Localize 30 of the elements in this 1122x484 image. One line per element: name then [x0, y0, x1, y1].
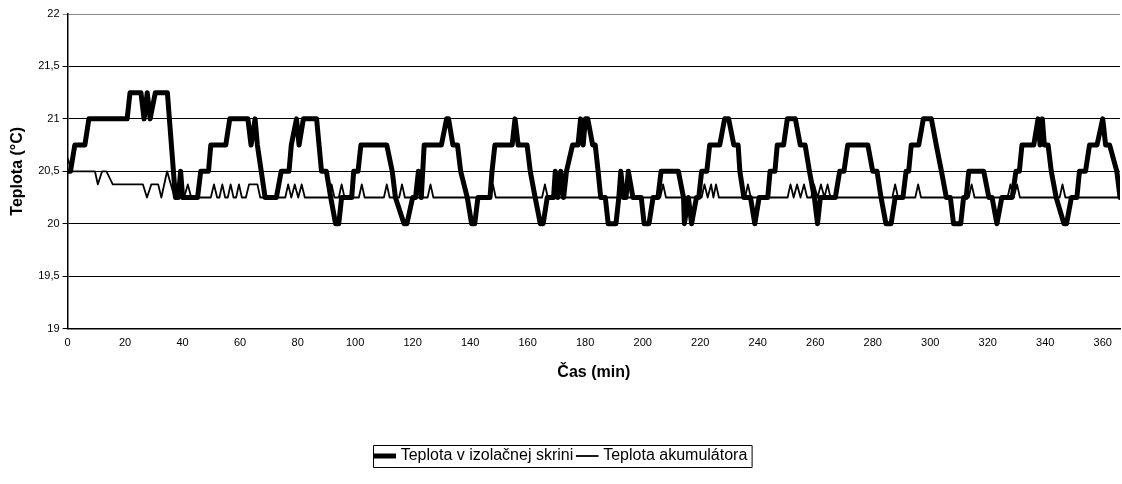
y-axis-title: Teplota (°C) [8, 126, 26, 216]
y-tick-label: 19 [47, 321, 60, 334]
legend-label: Teplota akumulátora [603, 446, 748, 464]
y-tick-label: 20,5 [38, 164, 60, 177]
x-tick-label: 180 [576, 336, 595, 349]
x-axis-title: Čas (min) [557, 361, 631, 380]
x-tick-label: 300 [921, 336, 940, 349]
x-tick-label: 100 [345, 336, 365, 349]
x-tick-label: 340 [1036, 336, 1055, 349]
x-tick-label: 240 [748, 336, 767, 349]
y-tick-label: 20 [47, 216, 60, 229]
x-tick-label: 40 [176, 336, 189, 349]
y-tick-label: 19,5 [38, 269, 60, 282]
x-tick-label: 0 [64, 336, 71, 349]
y-tick-label: 21 [47, 111, 60, 124]
x-tick-label: 80 [291, 336, 304, 349]
x-tick-label: 60 [234, 336, 247, 349]
x-tick-label: 20 [118, 336, 132, 349]
x-tick-label: 260 [806, 336, 825, 349]
y-tick-label: 21,5 [38, 59, 60, 72]
x-tick-label: 220 [691, 336, 710, 349]
x-tick-label: 320 [978, 336, 997, 349]
x-tick-label: 200 [633, 336, 652, 349]
x-tick-label: 140 [460, 336, 480, 349]
y-tick-label: 22 [47, 7, 60, 20]
x-tick-label: 160 [518, 336, 537, 349]
legend-label: Teplota v izolačnej skrini [400, 446, 574, 464]
x-tick-label: 120 [403, 336, 422, 349]
x-tick-label: 360 [1093, 336, 1112, 349]
x-tick-label: 280 [863, 336, 882, 349]
